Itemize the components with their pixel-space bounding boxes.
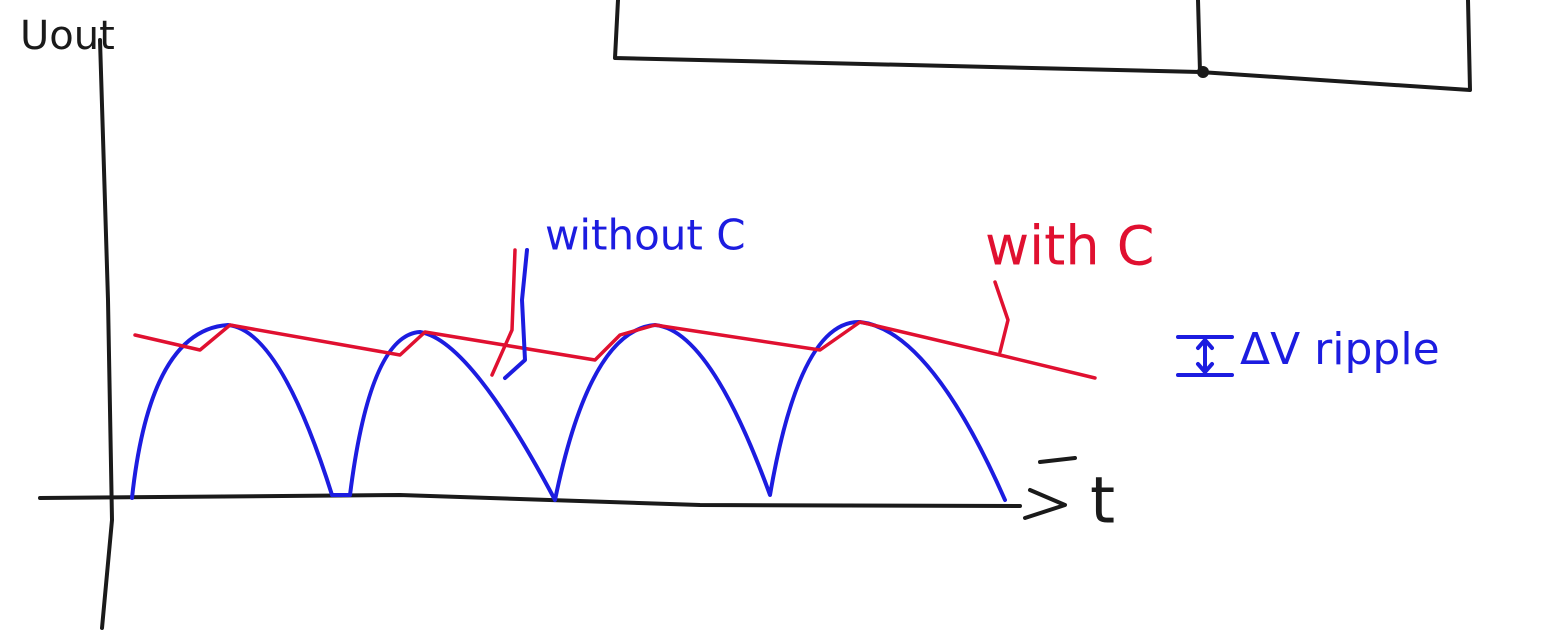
- page: Uout t without C with C ΔV ripple (() =>…: [0, 0, 1554, 635]
- pointer: [492, 250, 515, 375]
- sketch: Uout t without C with C ΔV ripple: [0, 0, 1554, 635]
- y-axis: [100, 40, 112, 628]
- output-without-c: [132, 322, 1005, 500]
- y-axis-label: Uout: [20, 13, 115, 59]
- label-without-c: without C: [545, 211, 746, 260]
- circuit-node: [1197, 66, 1209, 78]
- pointer: [995, 282, 1008, 352]
- circuit-wire: [1198, 0, 1200, 72]
- x-axis-label: t: [1090, 465, 1115, 539]
- ripple-marker: [1178, 337, 1232, 375]
- x-axis-arrow: [1025, 490, 1065, 518]
- x-axis: [40, 495, 1020, 506]
- label-with-c: with C: [985, 215, 1154, 278]
- label-ripple: ΔV ripple: [1240, 324, 1440, 375]
- axis-dash: [1040, 458, 1075, 462]
- circuit-wire: [615, 0, 1470, 90]
